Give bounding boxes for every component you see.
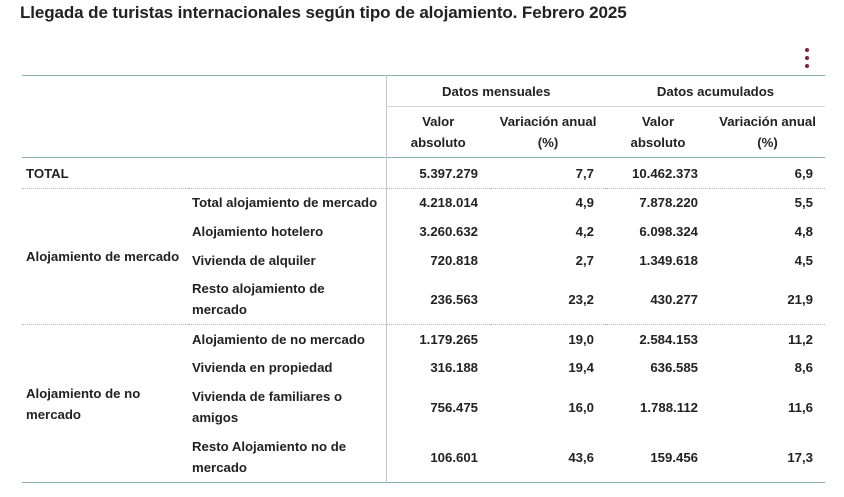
cell-value: 756.475 xyxy=(385,381,490,433)
group-label-mercado: Alojamiento de mercado xyxy=(26,249,180,264)
row-label: Total alojamiento de mercado xyxy=(192,195,378,211)
cell-value: 636.585 xyxy=(650,360,698,375)
cell-value: 5.397.279 xyxy=(385,157,490,189)
cell-value: 5,5 xyxy=(794,195,813,211)
table-row: Vivienda de familiares o amigos 756.475 1… xyxy=(22,381,825,433)
cell-value: 1.179.265 xyxy=(385,324,490,354)
cell-value: 17,3 xyxy=(787,449,813,465)
cell-value: 43,6 xyxy=(568,449,594,465)
page-title: Llegada de turistas internacionales segú… xyxy=(20,3,627,22)
cell-value: 10.462.373 xyxy=(631,165,698,181)
cell-value: 1.349.618 xyxy=(639,252,698,268)
cell-value: 4,2 xyxy=(575,223,594,239)
cell-value: 316.188 xyxy=(385,353,490,382)
header-valor-absoluto: Valor absoluto xyxy=(385,106,490,158)
table-row: Alojamiento de no mercado Alojamiento de … xyxy=(22,324,825,422)
cell-value: 6.098.324 xyxy=(639,223,698,239)
cell-value: 2,7 xyxy=(575,252,594,268)
cell-value: 236.563 xyxy=(385,274,490,325)
cell-value: 11,6 xyxy=(788,399,813,415)
row-label: Alojamiento de no mercado xyxy=(192,331,365,347)
cell-value: 4,5 xyxy=(794,252,813,268)
row-label: Vivienda en propiedad xyxy=(192,360,333,375)
cell-value: 1.788.112 xyxy=(640,399,698,415)
header-datos-mensuales: Datos mensuales xyxy=(385,75,606,107)
cell-value: 720.818 xyxy=(385,245,490,275)
table-row: Resto Alojamiento no de mercado 106.601 4… xyxy=(22,432,825,483)
header-variacion-anual-acum: Variación anual (%) xyxy=(719,114,816,150)
cell-value: 2.584.153 xyxy=(639,331,698,347)
cell-value: 21,9 xyxy=(787,291,813,307)
row-label: Resto Alojamiento no de mercado xyxy=(192,439,347,476)
table-row: Alojamiento hotelero 3.260.632 4,2 6.098… xyxy=(22,216,825,246)
cell-value: 19,0 xyxy=(568,331,594,347)
kebab-menu-icon[interactable] xyxy=(802,48,812,68)
cell-value: 19,4 xyxy=(568,360,594,375)
cell-value: 7.878.220 xyxy=(639,195,698,211)
cell-value: 6,9 xyxy=(794,165,813,181)
cell-value: 4,8 xyxy=(794,223,813,239)
table-row: Vivienda en propiedad 316.188 19,4 636.5… xyxy=(22,353,825,382)
header-valor-absoluto-acum: Valor absoluto xyxy=(630,114,686,150)
kebab-dot xyxy=(805,56,809,60)
row-label: Vivienda de alquiler xyxy=(192,252,316,268)
cell-value: 430.277 xyxy=(650,291,698,307)
header-variacion-anual: Variación anual (%) xyxy=(499,114,597,150)
cell-value: 8,6 xyxy=(794,360,813,375)
cell-value: 4,9 xyxy=(575,195,594,211)
row-label: Resto alojamiento de mercado xyxy=(192,281,325,318)
kebab-dot xyxy=(805,64,809,68)
header-group-row: Datos mensuales Datos acumulados xyxy=(22,75,825,107)
kebab-dot xyxy=(805,48,809,52)
data-table: Datos mensuales Datos acumulados Valor ab… xyxy=(22,75,825,483)
cell-value: 4.218.014 xyxy=(385,188,490,217)
table-row: Vivienda de alquiler 720.818 2,7 1.349.6… xyxy=(22,245,825,275)
cell-value: 7,7 xyxy=(575,165,594,181)
cell-value: 159.456 xyxy=(650,449,698,465)
cell-value: 3.260.632 xyxy=(385,216,490,246)
row-label-total: TOTAL xyxy=(26,165,69,181)
group-label-no-mercado: Alojamiento de no mercado xyxy=(26,385,141,422)
cell-value: 16,0 xyxy=(568,399,594,415)
cell-value: 11,2 xyxy=(788,331,813,347)
row-label: Vivienda de familiares o amigos xyxy=(192,389,343,425)
table-row-total: TOTAL 5.397.279 7,7 10.462.373 6,9 xyxy=(22,157,825,189)
cell-value: 23,2 xyxy=(568,291,594,307)
header-datos-acumulados: Datos acumulados xyxy=(606,75,825,107)
table-row: Resto alojamiento de mercado 236.563 23,2… xyxy=(22,274,825,325)
cell-value: 106.601 xyxy=(385,432,490,483)
row-label: Alojamiento hotelero xyxy=(192,223,324,239)
header-sub-row: Valor absoluto Variación anual (%) Valor ab… xyxy=(22,106,825,158)
table-row: Alojamiento de mercado Total alojamiento… xyxy=(22,188,825,264)
